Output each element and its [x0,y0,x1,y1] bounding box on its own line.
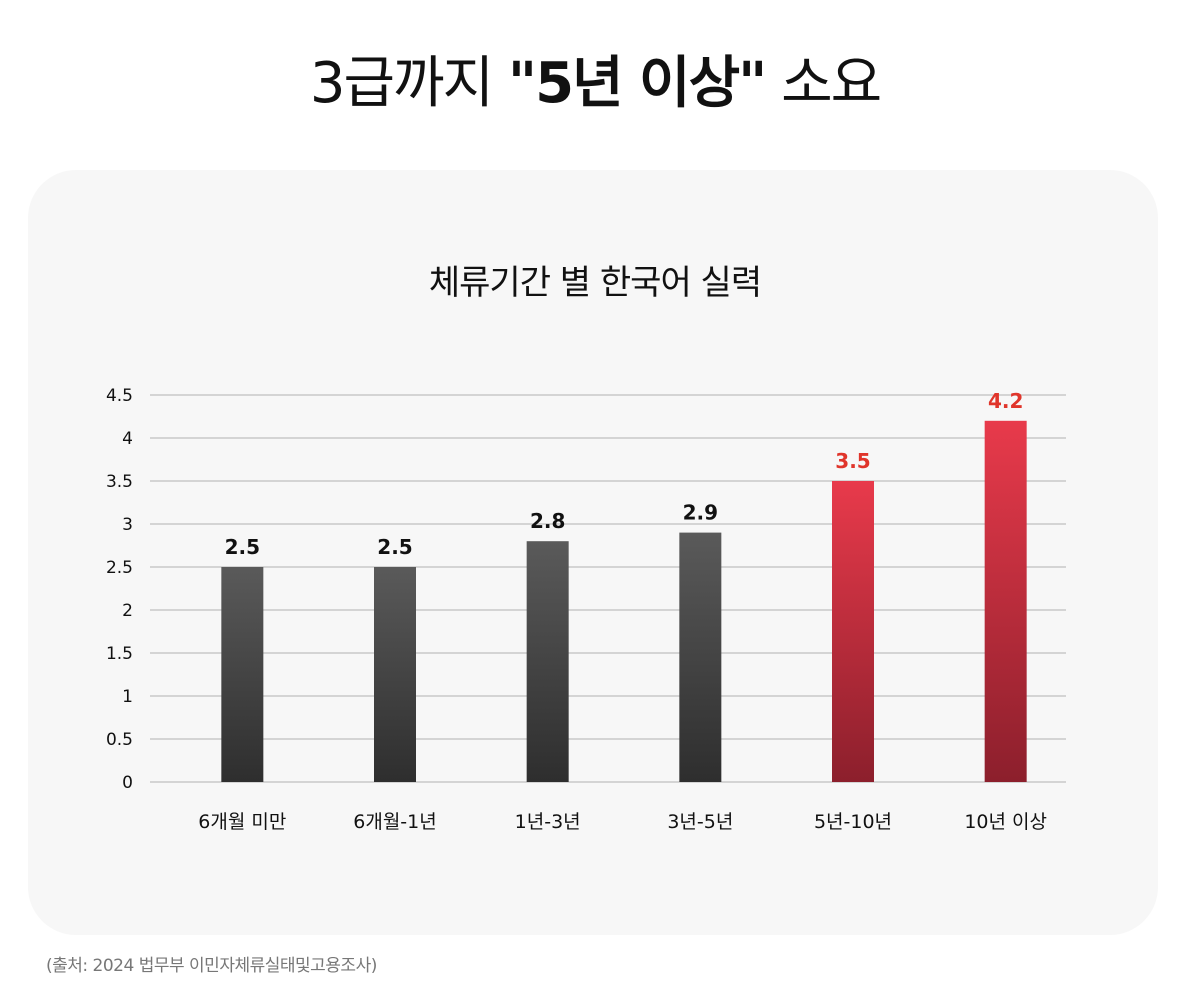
bar [221,567,264,782]
x-tick-label: 3년-5년 [667,811,733,833]
x-tick-label: 6개월 미만 [198,811,286,833]
bar [832,481,874,782]
x-tick-label: 5년-10년 [814,811,892,833]
x-tick-label: 10년 이상 [964,811,1047,833]
gridlines [150,394,1066,783]
headline-prefix: 3급까지 [309,51,508,116]
bar [679,532,722,782]
x-tick-label: 1년-3년 [515,811,581,833]
y-tick-label: 3 [122,515,133,535]
data-label: 2.8 [530,509,565,533]
y-tick-label: 1.5 [106,644,133,664]
y-tick-label: 1 [122,687,133,707]
source-note: (출처: 2024 법무부 이민자체류실태및고용조사) [46,956,377,976]
chart-title: 체류기간 별 한국어 실력 [428,263,762,303]
x-tick-label: 6개월-1년 [353,811,436,833]
chart-card [28,170,1158,935]
bars [221,420,1027,782]
headline-emphasis: "5년 이상" [507,51,767,116]
bar [526,541,569,782]
y-tick-label: 2 [122,601,133,621]
data-label: 3.5 [835,449,870,473]
y-tick-label: 4 [122,429,133,449]
y-tick-label: 2.5 [106,558,133,578]
bar [984,420,1027,782]
y-tick-label: 0 [122,773,133,793]
data-label: 4.2 [988,389,1023,413]
y-tick-label: 3.5 [106,472,133,492]
bar [374,567,416,782]
headline: 3급까지 "5년 이상" 소요 [0,44,1190,124]
data-label: 2.9 [683,501,718,525]
data-labels: 2.5 2.5 2.8 2.9 3.5 4.2 [225,389,1024,559]
y-axis-ticks: 0 0.5 1 1.5 2 2.5 3 3.5 4 4.5 [106,386,133,793]
headline-suffix: 소요 [765,51,882,116]
x-axis-ticks: 6개월 미만 6개월-1년 1년-3년 3년-5년 5년-10년 10년 이상 [198,811,1047,833]
data-label: 2.5 [225,535,260,559]
y-tick-label: 4.5 [106,386,133,406]
y-tick-label: 0.5 [106,730,133,750]
data-label: 2.5 [377,535,412,559]
